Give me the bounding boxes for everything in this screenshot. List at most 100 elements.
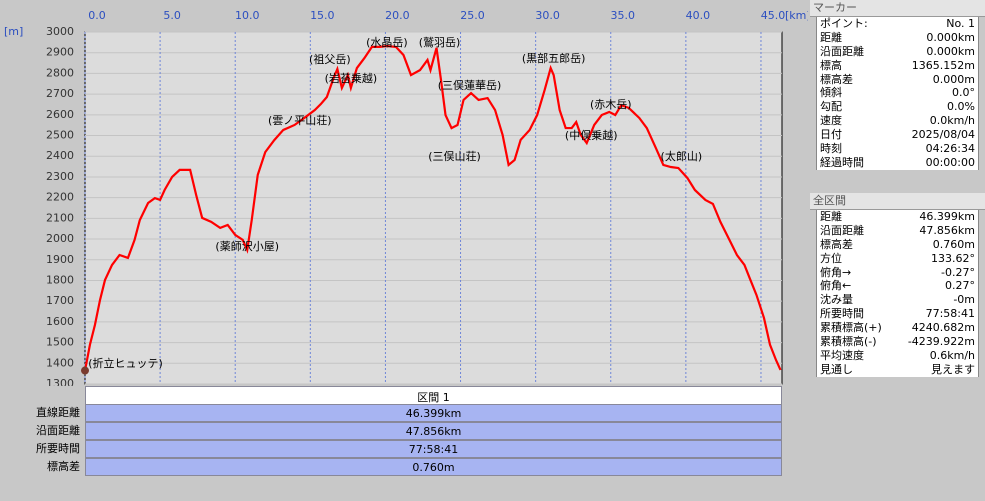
row-value: -4239.922m <box>907 335 975 349</box>
row-value: 00:00:00 <box>925 155 975 169</box>
row-label: 標高差 <box>820 72 853 86</box>
row-value: No. 1 <box>946 17 975 30</box>
profile-chart: [m] [km] 1300 1400 1500 1600 1700 1800 1900 200… <box>4 9 808 386</box>
row-value: 0.760m <box>932 237 975 251</box>
info-row: 見通し 見えます <box>816 362 979 377</box>
row-label: 距離 <box>820 30 842 44</box>
y-tick-label: 2500 <box>46 129 74 142</box>
annotation: (中俣乗越) <box>565 128 618 142</box>
row-value: 0.0km/h <box>929 114 975 128</box>
row-label: 標高 <box>820 58 842 72</box>
row-label: 所要時間 <box>36 442 80 455</box>
row-value: 46.399km <box>85 404 782 422</box>
row-label: 沿面距離 <box>820 44 864 58</box>
row-value: -0.27° <box>941 265 975 279</box>
info-row: 距離 0.000km <box>816 30 979 45</box>
annotation: (祖父岳) <box>309 52 351 66</box>
x-tick-label: 35.0 <box>611 9 636 22</box>
row-label: 時刻 <box>820 142 842 156</box>
elevation-line <box>83 44 782 371</box>
row-label: 俯角→ <box>820 265 852 279</box>
annotation: (雲ノ平山荘) <box>268 114 332 127</box>
row-value: 46.399km <box>919 210 975 223</box>
row-value: 77:58:41 <box>85 440 782 458</box>
y-tick-label: 2900 <box>46 46 74 59</box>
info-row: 沿面距離 0.000km <box>816 44 979 59</box>
x-tick-label: 30.0 <box>535 9 560 22</box>
row-value: 133.62° <box>931 251 975 265</box>
row-value: 04:26:34 <box>925 142 975 156</box>
y-tick-label: 1900 <box>46 253 74 266</box>
row-label: 距離 <box>820 210 842 223</box>
info-row: 沈み量 -0m <box>816 293 979 308</box>
x-tick-label: 45.0 <box>761 9 786 22</box>
info-row: 累積標高(+) 4240.682m <box>816 321 979 336</box>
row-label: 沿面距離 <box>36 424 80 437</box>
y-tick-label: 2600 <box>46 108 74 121</box>
info-row: 標高差 0.760m <box>816 237 979 252</box>
x-tick-label: 0.0 <box>88 9 106 22</box>
info-row: 沿面距離 47.856km <box>816 223 979 238</box>
panel-title: マーカー <box>810 0 985 17</box>
x-tick-label: 25.0 <box>460 9 485 22</box>
row-label: 所要時間 <box>820 307 864 321</box>
info-row: 俯角← 0.27° <box>816 279 979 294</box>
info-row: 勾配 0.0% <box>816 100 979 115</box>
row-label: 累積標高(-) <box>820 335 877 349</box>
annotation: (三俣蓮華岳) <box>438 78 502 92</box>
row-value: -0m <box>953 293 975 307</box>
info-row: 速度 0.0km/h <box>816 114 979 129</box>
row-label: 沿面距離 <box>820 223 864 237</box>
annotation: (赤木岳) <box>590 98 632 111</box>
row-value: 0.0° <box>952 86 975 100</box>
y-tick-label: 1600 <box>46 315 74 328</box>
x-tick-label: 20.0 <box>385 9 410 22</box>
y-unit: [m] <box>4 25 23 38</box>
annotation: (水晶岳) <box>366 36 408 49</box>
y-tick-label: 1700 <box>46 294 74 307</box>
row-value: 0.0% <box>947 100 975 114</box>
panel-title: 全区間 <box>810 193 985 210</box>
row-value: 0.000m <box>932 72 975 86</box>
row-value: 4240.682m <box>911 321 975 335</box>
y-tick-label: 2400 <box>46 149 74 162</box>
x-unit: [km] <box>785 9 808 22</box>
info-row: 日付 2025/08/04 <box>816 128 979 143</box>
y-tick-label: 2800 <box>46 66 74 79</box>
row-label: ポイント: <box>820 17 868 30</box>
annotation: (三俣山荘) <box>428 149 481 163</box>
x-tick-label: 10.0 <box>235 9 260 22</box>
row-value: 77:58:41 <box>925 307 975 321</box>
row-label: 標高差 <box>820 237 853 251</box>
total-panel: 全区間 距離 46.399km 沿面距離 47.856km 標高差 0.760m 方位 133.… <box>810 193 985 377</box>
info-row: 標高差 0.000m <box>816 72 979 87</box>
row-label: 経過時間 <box>820 155 864 169</box>
info-row: 所要時間 77:58:41 <box>816 307 979 322</box>
y-tick-label: 1300 <box>46 377 74 386</box>
info-row: 平均速度 0.6km/h <box>816 348 979 363</box>
info-row: 俯角→ -0.27° <box>816 265 979 280</box>
row-value: 0.6km/h <box>929 348 975 362</box>
y-tick-label: 1500 <box>46 336 74 349</box>
row-label: 沈み量 <box>820 293 853 307</box>
y-tick-label: 2100 <box>46 211 74 224</box>
row-label: 傾斜 <box>820 86 842 100</box>
annotation: (黒部五郎岳) <box>522 51 586 65</box>
row-value: 0.27° <box>945 279 975 293</box>
row-label: 日付 <box>820 128 842 142</box>
row-label: 方位 <box>820 251 842 265</box>
y-tick-label: 2700 <box>46 87 74 100</box>
y-tick-label: 2200 <box>46 191 74 204</box>
annotation: (太郎山) <box>661 149 703 163</box>
row-value: 0.760m <box>85 458 782 476</box>
info-row: 方位 133.62° <box>816 251 979 266</box>
marker-panel: マーカー ポイント: No. 1 距離 0.000km 沿面距離 0.000km 標高 1365… <box>810 0 985 170</box>
annotation: (折立ヒュッテ) <box>88 356 163 370</box>
info-row: 累積標高(-) -4239.922m <box>816 335 979 349</box>
y-tick-label: 1400 <box>46 356 74 369</box>
y-tick-label: 2300 <box>46 170 74 183</box>
row-label: 俯角← <box>820 279 852 293</box>
start-marker <box>81 366 89 375</box>
row-value: 0.000km <box>926 44 975 58</box>
row-value: 1365.152m <box>911 58 975 72</box>
